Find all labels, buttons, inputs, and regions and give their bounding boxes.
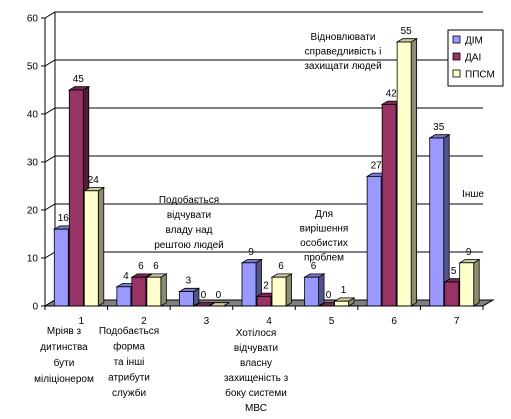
legend: ДІМ ДАІ ППСМ <box>447 29 504 87</box>
category-annotations: Мрiяв з дитинства бути мiлiцiонеромПодобаєт… <box>34 32 484 414</box>
gridline <box>44 251 483 259</box>
data-label: 0 <box>201 290 207 301</box>
gridline <box>44 107 483 115</box>
y-axis: 0 10 20 30 40 50 60 <box>27 14 46 313</box>
data-label: 16 <box>58 213 70 224</box>
y-tick-label: 50 <box>27 62 39 73</box>
data-label: 35 <box>433 122 445 133</box>
category-annotation: Iнше <box>462 189 484 200</box>
data-label: 27 <box>371 160 383 171</box>
x-tick-label: 5 <box>329 316 335 327</box>
x-tick-label: 2 <box>141 316 147 327</box>
y-tick-label: 40 <box>27 110 39 121</box>
y-tick-label: 30 <box>27 158 39 169</box>
data-label: 0 <box>216 290 222 301</box>
data-label: 42 <box>386 88 398 99</box>
data-label: 6 <box>311 261 317 272</box>
data-label: 5 <box>451 266 457 277</box>
x-tick-label: 6 <box>391 316 397 327</box>
bar <box>240 258 263 307</box>
legend-label: ДАІ <box>465 53 481 64</box>
category-annotation: Подобається вiдчувати владу над рештою люде… <box>154 194 224 251</box>
gridline <box>44 11 483 19</box>
data-label: 9 <box>248 247 254 258</box>
category-annotation: Мрiяв з дитинства бути мiлiцiонером <box>34 326 94 385</box>
gridlines <box>44 11 483 307</box>
data-label: 24 <box>88 175 100 186</box>
gridline <box>44 59 483 67</box>
data-label: 4 <box>123 271 129 282</box>
data-label: 0 <box>326 290 332 301</box>
x-tick-label: 3 <box>204 316 210 327</box>
data-label: 45 <box>73 74 85 85</box>
data-label: 1 <box>341 285 347 296</box>
data-label: 9 <box>466 247 472 258</box>
category-annotation: Для вирiшення особистих проблем <box>300 209 349 264</box>
legend-label: ППСМ <box>465 70 495 81</box>
y-tick-label: 60 <box>27 14 39 25</box>
gridline <box>44 203 483 211</box>
x-axis: 1 2 3 4 5 6 7 <box>44 305 484 327</box>
y-tick-label: 20 <box>27 206 39 217</box>
gridline <box>44 155 483 163</box>
data-label: 6 <box>278 261 284 272</box>
legend-swatch <box>452 52 461 61</box>
bar <box>428 133 451 307</box>
category-annotation: Вiдновлювати справедливiсть i захищати люд… <box>304 32 381 72</box>
legend-swatch <box>452 35 461 44</box>
bar <box>303 273 326 307</box>
bar <box>145 273 168 307</box>
x-tick-label: 4 <box>266 316 272 327</box>
bar <box>333 297 356 307</box>
legend-label: ДІМ <box>465 36 483 47</box>
bars <box>52 37 481 307</box>
data-label: 2 <box>263 280 269 291</box>
bar <box>82 186 106 307</box>
data-label: 55 <box>401 26 413 37</box>
y-tick-label: 10 <box>27 254 39 265</box>
y-tick-label: 0 <box>32 302 38 313</box>
x-tick-label: 1 <box>79 316 85 327</box>
bar <box>458 258 481 307</box>
bar <box>177 287 201 307</box>
data-label: 6 <box>138 261 144 272</box>
x-tick-label: 7 <box>454 316 460 327</box>
category-annotation: Подобається форма та iншi атрибути служби <box>99 325 159 399</box>
bar <box>270 273 293 307</box>
bar <box>395 37 419 307</box>
data-label: 6 <box>153 261 159 272</box>
category-annotation: Хотiлося вiдчувати власну захищенiсть з боку… <box>224 328 289 414</box>
legend-swatch <box>452 69 461 78</box>
data-label: 3 <box>186 276 192 287</box>
